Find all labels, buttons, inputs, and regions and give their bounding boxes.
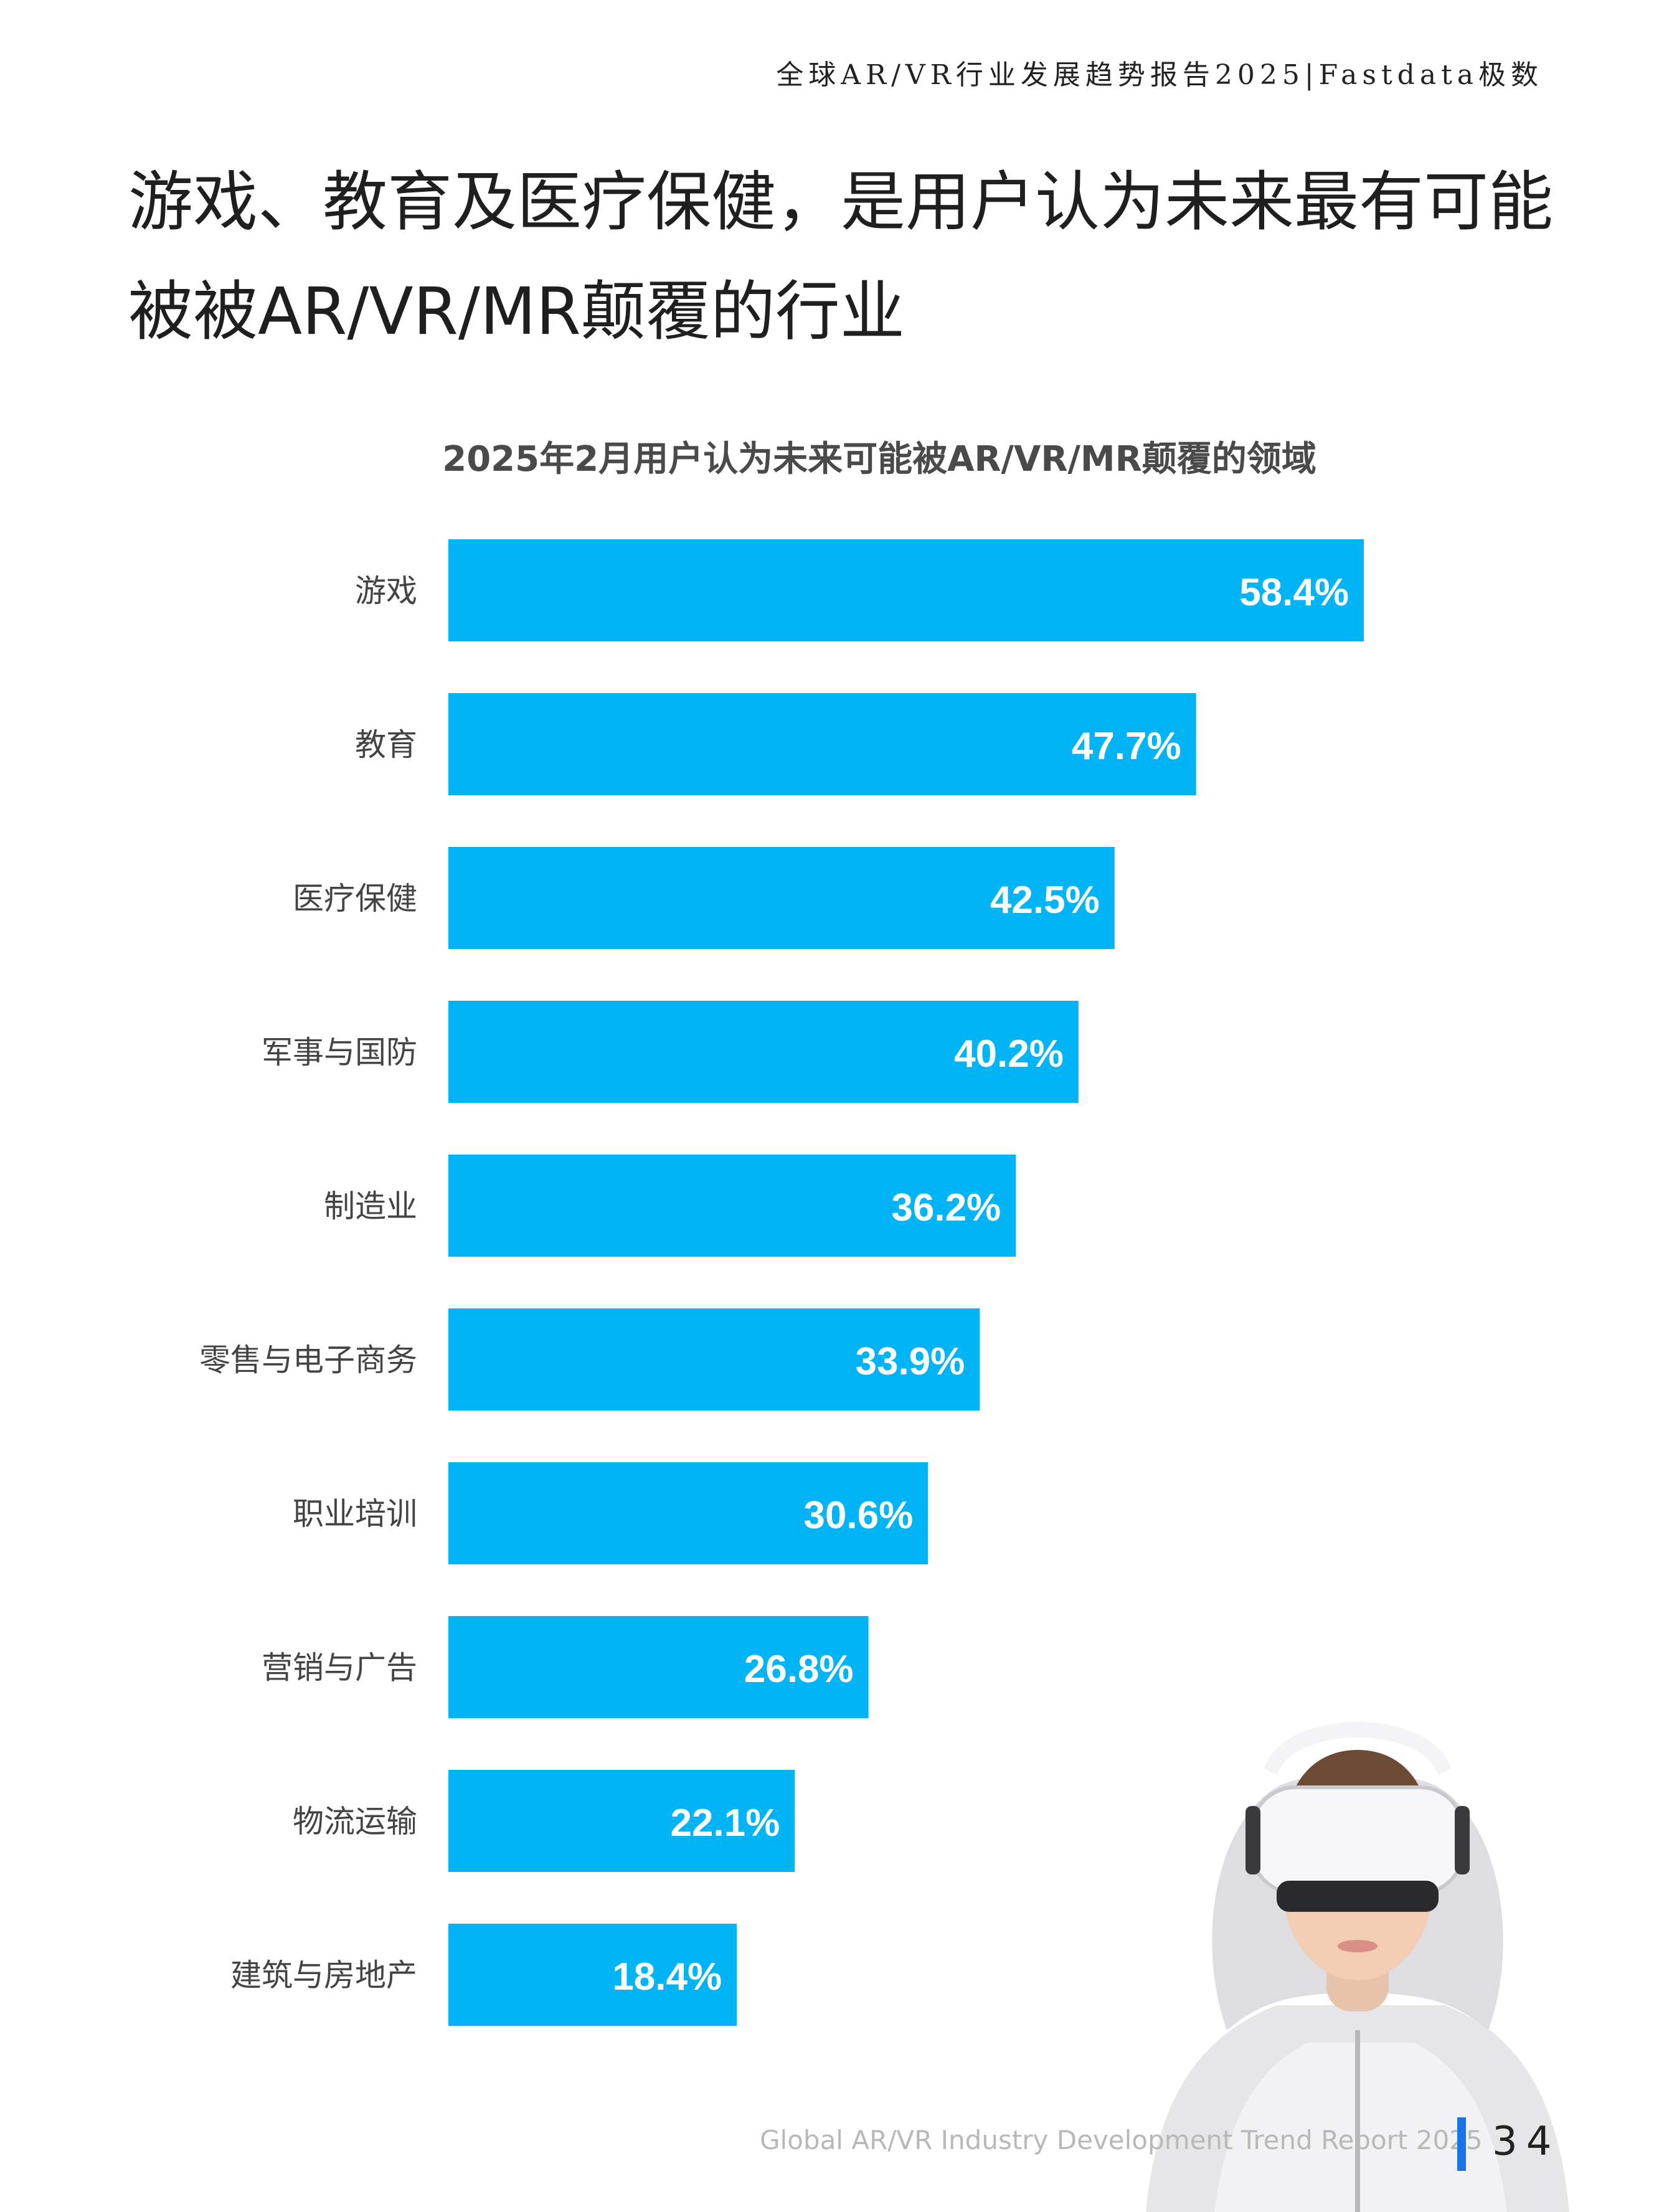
category-label-8: 营销与广告 [262,1650,417,1686]
data-label-4: 40.2% [954,1033,1064,1075]
bar-1 [448,539,1364,641]
chart-title: 2025年2月用户认为未来可能被AR/VR/MR颠覆的领域 [442,439,1316,480]
page-number: 34 [1492,2119,1561,2165]
data-label-9: 22.1% [670,1802,780,1845]
bar-3 [448,847,1115,949]
bar-10 [448,1924,737,2026]
data-label-7: 30.6% [803,1494,913,1537]
category-label-3: 医疗保健 [293,881,417,917]
category-label-2: 教育 [355,727,417,763]
bar-5 [448,1155,1016,1257]
bar-2 [448,693,1196,795]
category-label-9: 物流运输 [293,1803,417,1840]
data-label-6: 33.9% [855,1340,965,1383]
data-label-3: 42.5% [990,879,1100,922]
headline-line-1: 游戏、教育及医疗保健，是用户认为未来最有可能 [128,164,1554,240]
bar-4 [448,1001,1079,1103]
category-label-1: 游戏 [355,573,417,609]
data-label-8: 26.8% [744,1648,854,1691]
category-label-6: 零售与电子商务 [199,1342,417,1378]
bar-7 [448,1462,929,1564]
category-label-5: 制造业 [324,1188,417,1224]
data-label-10: 18.4% [612,1955,722,1998]
category-label-7: 职业培训 [293,1496,417,1532]
page-headline: 游戏、教育及医疗保健，是用户认为未来最有可能 被被AR/VR/MR颠覆的行业 [128,147,1561,366]
vr-headset-person-image [1146,1722,1569,2212]
bar-9 [448,1770,795,1872]
data-label-1: 58.4% [1239,571,1349,614]
data-label-5: 36.2% [891,1186,1001,1229]
category-label-10: 建筑与房地产 [230,1957,417,1993]
footer-report-name: Global AR/VR Industry Development Trend … [760,2125,1483,2155]
bar-8 [448,1616,869,1718]
bar-6 [448,1308,980,1411]
footer-accent-bar [1457,2117,1466,2171]
category-label-4: 军事与国防 [262,1034,417,1071]
headline-line-2: 被被AR/VR/MR颠覆的行业 [128,273,905,349]
report-header: 全球AR/VR行业发展趋势报告2025|Fastdata极数 [776,59,1543,91]
data-label-2: 47.7% [1072,725,1181,768]
